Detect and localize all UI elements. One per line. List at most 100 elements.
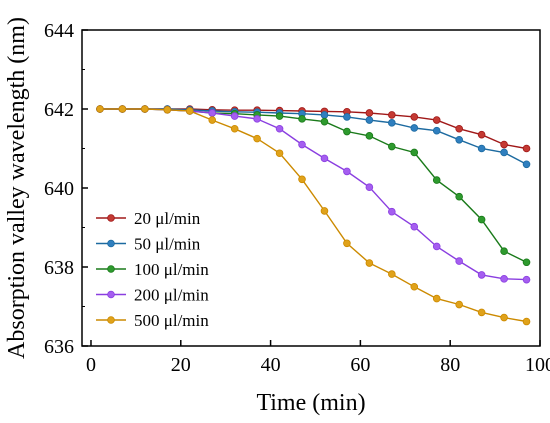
data-point [275, 149, 284, 158]
data-point [320, 207, 329, 215]
data-point [432, 116, 441, 124]
data-point [320, 117, 329, 126]
data-point [96, 105, 104, 113]
data-point [477, 130, 486, 139]
data-point [298, 175, 306, 184]
data-point [500, 148, 508, 157]
series-line [100, 108, 527, 165]
data-point [230, 112, 239, 120]
x-axis-title: Time (min) [256, 390, 365, 416]
data-point [500, 140, 508, 149]
data-point [365, 109, 374, 117]
legend-marker [107, 239, 115, 248]
y-tick-label: 640 [44, 178, 74, 200]
legend-item: 20 μl/min [96, 209, 201, 228]
data-series [96, 105, 531, 326]
data-point [365, 132, 374, 140]
data-point [388, 111, 396, 119]
data-point [522, 275, 531, 284]
x-tick-label: 60 [350, 354, 370, 376]
legend-label: 100 μl/min [134, 260, 209, 279]
data-point [388, 142, 396, 151]
data-point [522, 317, 531, 326]
data-point [163, 105, 172, 114]
data-point [500, 275, 508, 283]
data-point [388, 119, 396, 127]
data-point [208, 116, 217, 124]
data-point [365, 259, 374, 267]
data-point [320, 111, 329, 119]
legend-label: 20 μl/min [134, 209, 201, 228]
data-point [275, 124, 284, 133]
legend-label: 500 μl/min [134, 311, 209, 330]
axis-ticks: 0 20 40 60 80 100 636 638 640 642 644 [44, 20, 550, 376]
data-point [118, 105, 127, 113]
series-2 [96, 105, 531, 169]
data-point [253, 115, 261, 123]
data-point [343, 127, 351, 136]
data-point [432, 176, 441, 184]
legend-marker [107, 214, 115, 222]
data-point [185, 107, 194, 115]
data-point [500, 313, 508, 322]
data-point [455, 124, 463, 133]
data-point [208, 109, 217, 117]
legend-marker [107, 316, 115, 324]
data-point [432, 242, 441, 251]
data-point [522, 258, 531, 267]
data-point [477, 144, 486, 153]
data-point [477, 271, 486, 279]
data-point [343, 167, 351, 176]
data-point [298, 140, 306, 149]
legend-item: 200 μl/min [96, 286, 209, 305]
legend-item: 100 μl/min [96, 260, 209, 279]
legend-label: 200 μl/min [134, 286, 209, 305]
data-point [410, 148, 419, 157]
data-point [455, 136, 463, 144]
data-point [477, 215, 486, 224]
data-point [410, 222, 419, 231]
data-point [388, 207, 396, 216]
legend-marker [107, 265, 115, 273]
data-point [455, 257, 463, 265]
data-point [298, 115, 306, 123]
data-point [455, 192, 463, 201]
y-axis-title: Absorption valley wavelength (nm) [4, 17, 30, 359]
legend-marker [107, 290, 115, 299]
y-tick-label: 636 [44, 336, 74, 358]
x-tick-label: 100 [525, 354, 550, 376]
data-point [343, 239, 351, 248]
data-point [432, 294, 441, 303]
y-tick-label: 642 [44, 99, 74, 121]
data-point [388, 270, 396, 278]
data-point [253, 134, 261, 143]
x-tick-label: 80 [440, 354, 460, 376]
data-point [455, 300, 463, 309]
data-point [275, 112, 284, 120]
data-point [522, 144, 531, 153]
x-tick-label: 0 [86, 354, 96, 376]
legend-item: 500 μl/min [96, 311, 209, 330]
data-point [365, 183, 374, 192]
legend-item: 50 μl/min [96, 235, 201, 254]
legend-label: 50 μl/min [134, 235, 201, 254]
data-point [477, 308, 486, 317]
data-point [522, 160, 531, 169]
data-point [230, 124, 239, 133]
data-point [500, 247, 508, 256]
data-point [410, 113, 419, 121]
data-point [320, 154, 329, 163]
data-point [432, 126, 441, 135]
x-tick-label: 40 [261, 354, 281, 376]
x-tick-label: 20 [171, 354, 191, 376]
data-point [410, 124, 419, 132]
y-tick-label: 638 [44, 257, 74, 279]
series-1 [96, 105, 531, 153]
y-tick-label: 644 [44, 20, 74, 42]
legend: 20 μl/min 50 μl/min 100 μl/min 200 μl/min 50… [96, 209, 209, 330]
data-point [365, 116, 374, 124]
data-point [343, 113, 351, 121]
data-point [141, 105, 149, 113]
data-point [410, 282, 419, 291]
